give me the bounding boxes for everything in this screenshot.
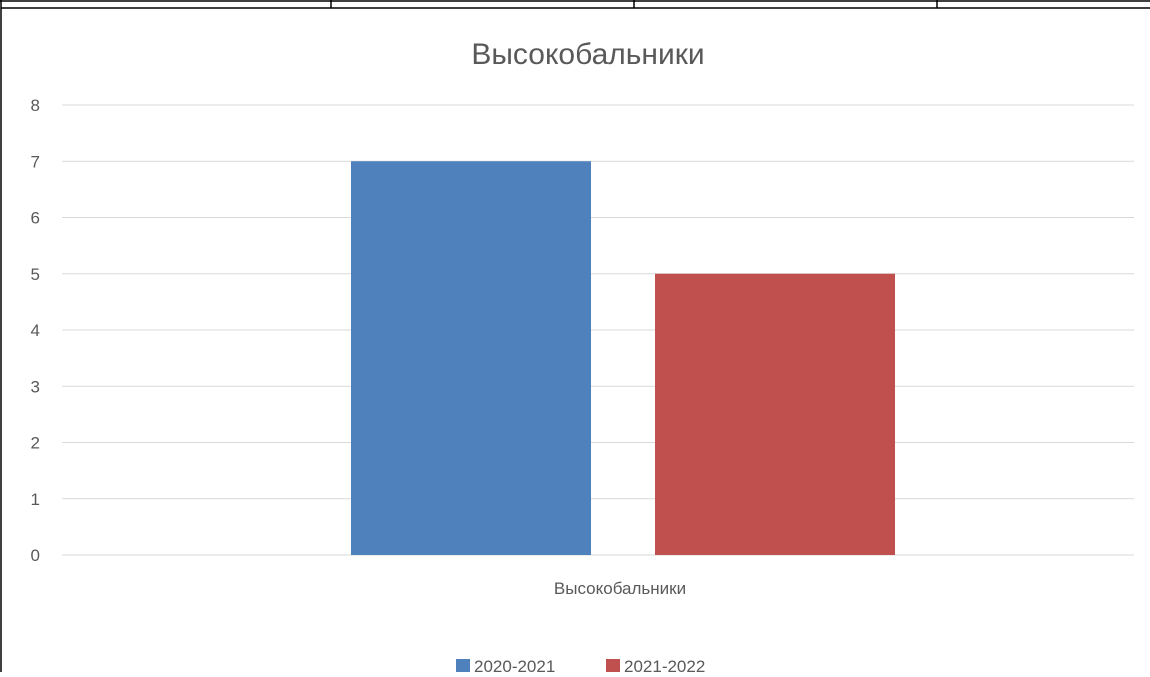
y-tick-label: 7 xyxy=(31,152,40,171)
y-tick-label: 5 xyxy=(31,265,40,284)
y-tick-label: 4 xyxy=(31,321,40,340)
y-tick-label: 1 xyxy=(31,490,40,509)
gridlines xyxy=(62,104,1134,556)
y-tick-label: 6 xyxy=(31,209,40,228)
legend: 2020-2021 2021-2022 xyxy=(456,657,705,676)
y-tick-label: 3 xyxy=(31,377,40,396)
y-axis-ticks: 0 1 2 3 4 5 6 7 8 xyxy=(31,96,40,565)
bars xyxy=(351,161,895,555)
bar-2021-2022 xyxy=(655,273,895,555)
legend-label: 2021-2022 xyxy=(624,657,705,672)
x-tick-label: Высокобальники xyxy=(554,579,686,598)
legend-swatch xyxy=(606,659,620,673)
y-tick-label: 8 xyxy=(31,96,40,115)
bar-2020-2021 xyxy=(351,161,591,555)
y-tick-label: 2 xyxy=(31,434,40,453)
y-tick-label: 0 xyxy=(31,546,40,565)
x-axis-labels: Высокобальники xyxy=(554,579,686,598)
chart-title: Высокобальники xyxy=(471,38,704,71)
legend-swatch xyxy=(456,659,470,673)
legend-label: 2020-2021 xyxy=(474,657,555,672)
